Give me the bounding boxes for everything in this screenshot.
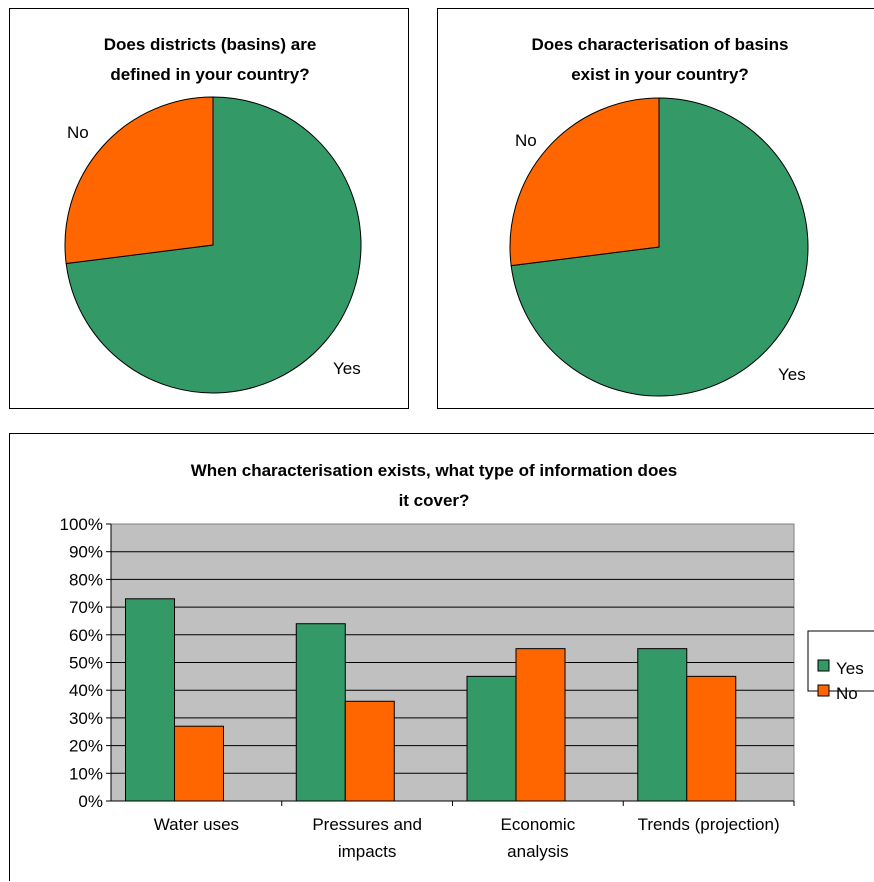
y-tick-label: 100%: [60, 515, 103, 534]
pie1-title-line1: Does districts (basins) are: [104, 35, 317, 54]
bar-yes-2: [466, 675, 517, 802]
x-category-label: Water uses: [154, 815, 239, 834]
y-tick-label: 30%: [69, 709, 103, 728]
x-category-label: Trends (projection): [638, 815, 780, 834]
x-category-label: analysis: [507, 842, 568, 861]
y-tick-label: 70%: [69, 598, 103, 617]
bar-title-line2: it cover?: [399, 491, 470, 510]
pie-chart-districts: Does districts (basins) are defined in y…: [9, 8, 409, 409]
y-tick-label: 60%: [69, 626, 103, 645]
y-tick-label: 0%: [78, 792, 103, 811]
pie2-title-line1: Does characterisation of basins: [532, 35, 789, 54]
pie2-label-no: No: [515, 131, 537, 150]
pie2-slice-yes: [510, 97, 809, 397]
bar-no-1: [344, 700, 395, 802]
x-category-label: Economic: [501, 815, 576, 834]
pie1-title-line2: defined in your country?: [110, 65, 309, 84]
pie1-label-no: No: [67, 123, 89, 142]
x-category-label: Pressures and: [312, 815, 422, 834]
pie1-label-yes: Yes: [333, 359, 361, 378]
bar-no-2: [515, 648, 566, 802]
legend-label-yes: Yes: [836, 659, 864, 678]
bar-yes-0: [125, 598, 176, 802]
legend: Yes No: [807, 630, 874, 703]
y-tick-labels: 0% 10% 20% 30% 40% 50% 60% 70% 80% 90% 100%: [60, 515, 103, 811]
bar-title-line1: When characterisation exists, what type …: [191, 461, 677, 480]
bar-yes-1: [295, 623, 346, 802]
pie1-slice-yes: [65, 96, 362, 394]
y-tick-label: 90%: [69, 543, 103, 562]
y-tick-label: 80%: [69, 570, 103, 589]
legend-swatch-yes: [817, 659, 830, 672]
bar-chart-information-types: When characterisation exists, what type …: [9, 433, 874, 881]
axes: [110, 524, 795, 806]
pie2-label-yes: Yes: [778, 365, 806, 384]
pie2-title-line2: exist in your country?: [571, 65, 749, 84]
y-tick-label: 40%: [69, 681, 103, 700]
bar-yes-3: [637, 648, 688, 802]
legend-swatch-no: [817, 684, 830, 697]
y-tick-label: 50%: [69, 654, 103, 673]
pie2-slice-no: [509, 97, 660, 267]
bar-series: [125, 598, 737, 802]
bar-no-3: [686, 675, 737, 802]
bar-no-0: [174, 725, 225, 802]
x-category-labels: Water uses Pressures and impacts Economic an…: [154, 815, 780, 861]
y-tick-label: 10%: [69, 764, 103, 783]
x-category-label: impacts: [338, 842, 397, 861]
y-tick-label: 20%: [69, 737, 103, 756]
pie-chart-characterisation: Does characterisation of basins exist in…: [437, 8, 874, 409]
legend-label-no: No: [836, 684, 858, 703]
pie1-slice-no: [64, 96, 214, 265]
